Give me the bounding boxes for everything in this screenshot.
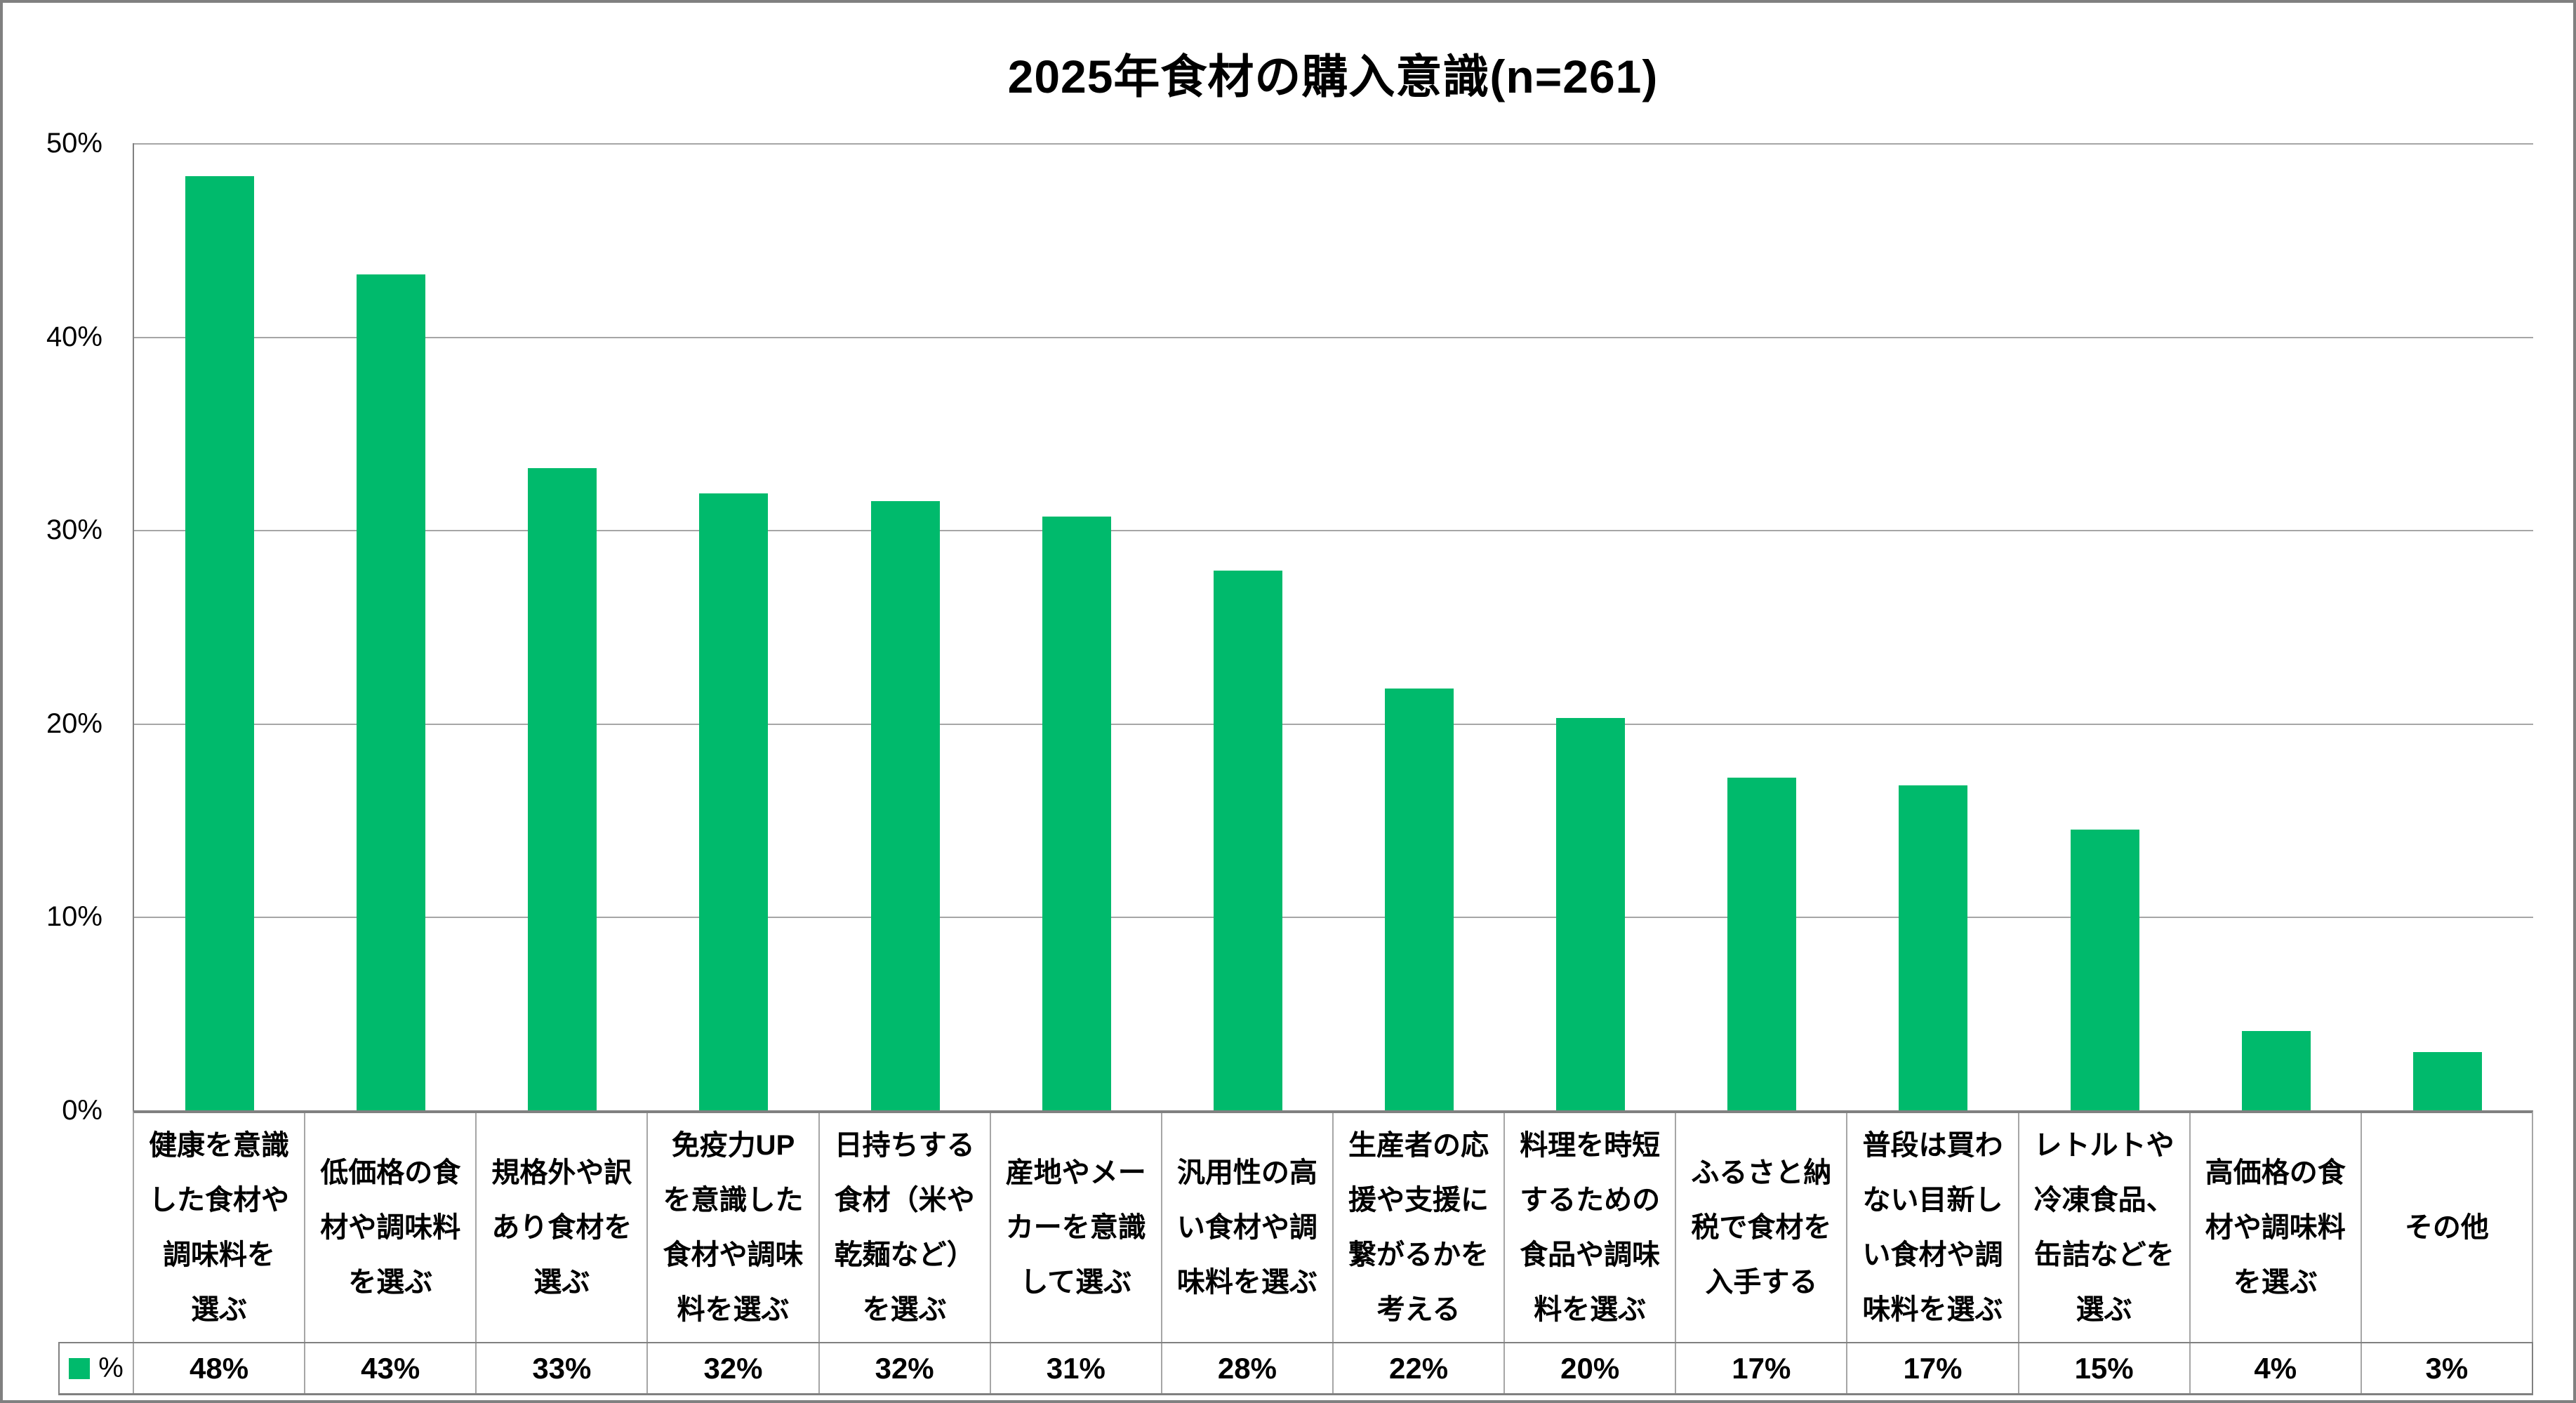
gridline-10 [134, 917, 2533, 919]
value-cell: 32% [820, 1343, 991, 1393]
category-label: 高価格の食 材や調味料 を選ぶ [2191, 1113, 2362, 1342]
bar-slot [477, 143, 648, 1110]
value-cell: 32% [648, 1343, 820, 1393]
bar-slot [1334, 143, 1505, 1110]
y-tick-label: 10% [46, 901, 102, 933]
value-cell: 48% [134, 1343, 306, 1393]
bar-slot [305, 143, 477, 1110]
bar-高価格の食材や調味料を選ぶ [2241, 1031, 2311, 1110]
gridline-40 [134, 336, 2533, 338]
bar-普段は買わない目新しい食材や調味料を選ぶ [1899, 785, 1968, 1110]
gridline-30 [134, 530, 2533, 532]
bar-slot [820, 143, 991, 1110]
bar-日持ちする食材（米や乾麺など）を選ぶ [870, 500, 940, 1110]
y-axis-labels: 0% 10% 20% 30% 40% 50% [3, 128, 102, 1126]
category-label: 健康を意識 した食材や 調味料を 選ぶ [134, 1113, 306, 1342]
bar-slot [2191, 143, 2362, 1110]
chart-title: 2025年食材の購入意識(n=261) [1007, 51, 1659, 102]
category-label: ふるさと納 税で食材を 入手する [1676, 1113, 1848, 1342]
bar-slot [2362, 143, 2533, 1110]
value-cell: 28% [1162, 1343, 1334, 1393]
category-label: 普段は買わ ない目新し い食材や調 味料を選ぶ [1847, 1113, 2019, 1342]
bar-その他 [2412, 1052, 2482, 1110]
value-cell: 3% [2425, 1351, 2469, 1385]
bar-低価格の食材や調味料を選ぶ [357, 274, 426, 1110]
value-cell: 22% [1334, 1343, 1506, 1393]
value-cell: 15% [2019, 1343, 2191, 1393]
legend-swatch-icon [69, 1357, 91, 1379]
value-cell: 20% [1505, 1343, 1677, 1393]
bar-健康を意識した食材や調味料を選ぶ [185, 175, 255, 1110]
bar-slot [1505, 143, 1676, 1110]
value-cell: 33% [477, 1343, 649, 1393]
y-tick-label: 50% [46, 128, 102, 159]
category-label: 汎用性の高 い食材や調 味料を選ぶ [1162, 1113, 1334, 1342]
category-label: 日持ちする 食材（米や 乾麺など） を選ぶ [820, 1113, 991, 1342]
category-label: 免疫力UP を意識した 食材や調味 料を選ぶ [648, 1113, 820, 1342]
legend-series-label: % [98, 1352, 124, 1383]
bar-slot [991, 143, 1162, 1110]
bars-layer [134, 143, 2533, 1110]
bar-免疫力UPを意識した食材や調味料を選ぶ [699, 493, 769, 1110]
bar-規格外や訳あり食材を選ぶ [528, 468, 597, 1110]
bar-slot [648, 143, 819, 1110]
legend-cell: % [60, 1343, 134, 1393]
bar-生産者の応援や支援に繋がるかを考える [1385, 689, 1454, 1110]
bar-汎用性の高い食材や調味料を選ぶ [1213, 571, 1282, 1110]
category-label: 料理を時短 するための 食品や調味 料を選ぶ [1505, 1113, 1677, 1342]
bar-slot [1676, 143, 1847, 1110]
bar-ふるさと納税で食材を入手する [1727, 777, 1797, 1110]
category-label: レトルトや 冷凍食品、 缶詰などを 選ぶ [2019, 1113, 2191, 1342]
value-cell: 17% [1676, 1343, 1848, 1393]
category-label: 生産者の応 援や支援に 繋がるかを 考える [1334, 1113, 1506, 1342]
category-label: 産地やメー カーを意識 して選ぶ [991, 1113, 1162, 1342]
bar-レトルトや冷凍食品、缶詰などを選ぶ [2070, 830, 2139, 1110]
category-row: 健康を意識 した食材や 調味料を 選ぶ 低価格の食 材や調味料 を選ぶ 規格外や訳 … [133, 1110, 2533, 1342]
bar-産地やメーカーを意識して選ぶ [1042, 516, 1111, 1110]
value-cell: 31% [991, 1343, 1162, 1393]
value-cell: 4% [2191, 1343, 2362, 1393]
gridline-50 [134, 143, 2533, 145]
y-tick-label: 0% [62, 1095, 102, 1126]
value-cell: 43% [305, 1343, 477, 1393]
category-label: その他 [2404, 1212, 2489, 1243]
gridline-20 [134, 723, 2533, 725]
bar-slot [2019, 143, 2191, 1110]
plot-area [133, 143, 2533, 1110]
y-tick-label: 30% [46, 514, 102, 546]
category-label: 規格外や訳 あり食材を 選ぶ [477, 1113, 649, 1342]
value-row: % 48% 43% 33% 32% 32% 31% 28% 22% 20% 17% 17% 15% 4%… [58, 1342, 2533, 1395]
y-tick-label: 20% [46, 707, 102, 739]
bar-slot [134, 143, 305, 1110]
y-tick-label: 40% [46, 321, 102, 352]
bar-slot [1847, 143, 2019, 1110]
bar-slot [1162, 143, 1334, 1110]
value-cell: 17% [1847, 1343, 2019, 1393]
bar-料理を時短するための食品や調味料を選ぶ [1556, 717, 1626, 1110]
category-label: 低価格の食 材や調味料 を選ぶ [305, 1113, 477, 1342]
